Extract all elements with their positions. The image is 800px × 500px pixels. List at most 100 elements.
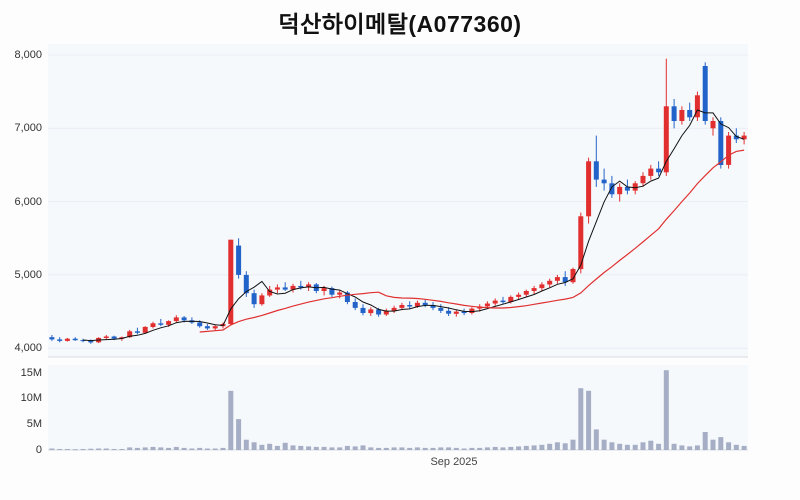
volume-bar — [617, 443, 623, 450]
candle-body — [72, 338, 78, 341]
candle-body — [422, 302, 428, 305]
candle-body — [181, 317, 187, 321]
candle-body — [49, 337, 55, 340]
volume-bar — [88, 448, 94, 450]
candle-body — [484, 303, 490, 307]
volume-bar — [702, 432, 708, 450]
ma-short-line — [82, 109, 745, 342]
candle-body — [337, 292, 343, 295]
volume-bar — [391, 447, 397, 450]
candle-body — [321, 288, 327, 291]
candle-body — [251, 293, 257, 305]
candle-body — [554, 277, 560, 281]
volume-bar — [383, 447, 389, 450]
volume-bar — [422, 447, 428, 450]
candle-body — [368, 309, 374, 314]
volume-bar — [236, 419, 242, 450]
volume-bar — [228, 390, 234, 450]
volume-tick-label: 10M — [20, 392, 42, 404]
volume-bar — [204, 448, 210, 450]
candle-body — [570, 269, 576, 283]
candle-body — [166, 321, 172, 325]
candle-body — [360, 307, 366, 313]
volume-bar — [648, 440, 654, 450]
candle-body — [134, 331, 140, 333]
candle-body — [236, 245, 242, 275]
volume-bar — [554, 442, 560, 450]
volume-bar — [313, 446, 319, 450]
candle-body — [228, 239, 234, 324]
candle-body — [492, 300, 498, 304]
volume-bar — [150, 446, 156, 450]
volume-bar — [298, 445, 304, 450]
candle-body — [562, 277, 568, 283]
candle-body — [640, 175, 646, 184]
candle-body — [718, 121, 724, 165]
volume-panel — [48, 365, 748, 450]
volume-bar — [259, 444, 265, 450]
candle-body — [298, 285, 304, 288]
volume-bar — [368, 447, 374, 450]
volume-bar — [516, 446, 522, 450]
candle-body — [624, 186, 630, 191]
candle-body — [282, 287, 288, 290]
volume-bar — [446, 447, 452, 450]
candle-body — [710, 121, 716, 129]
candle-body — [648, 168, 654, 176]
volume-bar — [461, 448, 467, 450]
candle-body — [142, 326, 148, 333]
candle-body — [204, 326, 210, 329]
volume-bar — [158, 447, 164, 450]
candle-body — [80, 340, 86, 342]
volume-bar — [500, 447, 506, 450]
price-tick-label: 8,000 — [14, 49, 42, 61]
candle-body — [516, 294, 522, 297]
volume-bar — [656, 443, 662, 450]
volume-bar — [726, 442, 732, 450]
volume-bar — [329, 447, 335, 450]
candle-body — [500, 300, 506, 303]
volume-bar — [189, 448, 195, 450]
candle-body — [88, 340, 94, 343]
volume-tick-label: 0 — [35, 444, 42, 456]
volume-bar — [523, 445, 529, 450]
volume-bar — [430, 447, 436, 450]
volume-tick-label: 15M — [20, 367, 42, 379]
volume-bar — [570, 439, 576, 450]
volume-bar — [274, 445, 280, 450]
candle-body — [150, 323, 156, 327]
volume-bar — [399, 447, 405, 450]
candle-body — [414, 302, 420, 307]
price-tick-label: 4,000 — [14, 342, 42, 354]
volume-bar — [181, 447, 187, 450]
candle-body — [687, 110, 693, 118]
candle-body — [438, 307, 444, 311]
volume-bar — [578, 388, 584, 450]
volume-bar — [251, 442, 257, 450]
price-tick-label: 5,000 — [14, 269, 42, 281]
candle-body — [733, 135, 739, 140]
candle-body — [741, 135, 747, 140]
volume-bar — [352, 446, 358, 450]
volume-bar — [142, 447, 148, 450]
volume-bar — [601, 439, 607, 450]
volume-bar — [64, 449, 70, 450]
volume-bar — [609, 442, 615, 450]
candle-body — [656, 168, 662, 173]
candle-body — [430, 305, 436, 308]
candle-body — [173, 317, 179, 322]
volume-bar — [111, 449, 117, 450]
volume-bar — [453, 447, 459, 450]
volume-bar — [407, 447, 413, 450]
candle-body — [609, 183, 615, 195]
volume-bar — [80, 449, 86, 450]
candle-body — [259, 295, 265, 305]
candle-body — [344, 292, 350, 302]
candle-body — [547, 280, 553, 285]
volume-bar — [624, 444, 630, 450]
volume-bar — [694, 445, 700, 450]
volume-bar — [344, 445, 350, 450]
candle-body — [702, 66, 708, 121]
candle-body — [679, 110, 685, 121]
